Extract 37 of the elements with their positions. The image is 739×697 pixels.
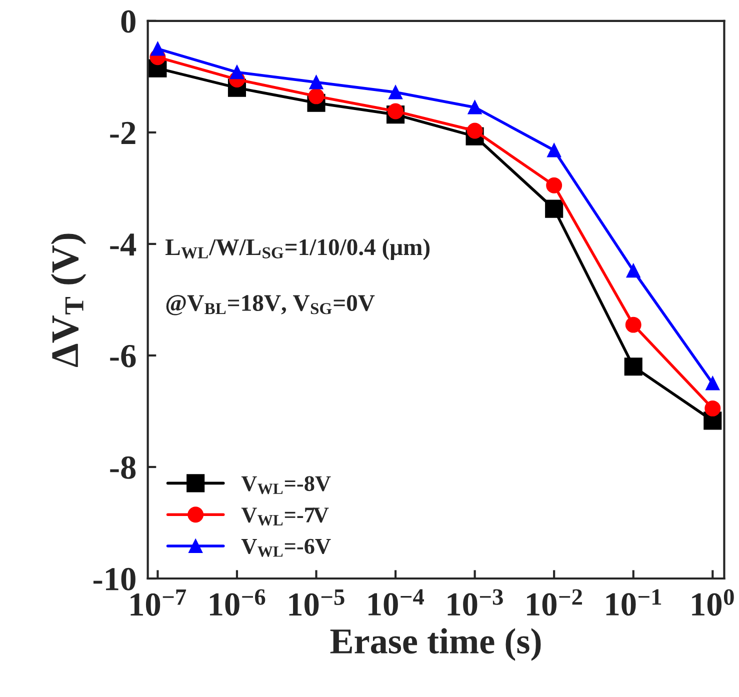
legend-label: V$_{WL}$=-8V xyxy=(241,476,331,494)
point xyxy=(150,42,165,56)
point xyxy=(706,376,720,390)
point xyxy=(626,264,640,278)
y-tick-label: -8 xyxy=(110,456,136,479)
point xyxy=(468,100,482,114)
y-tick-label: -4 xyxy=(110,234,136,256)
legend-label: V$_{WL}$=-6V xyxy=(241,538,331,557)
point xyxy=(309,75,324,90)
x-tick-label: 10$^{−3}$ xyxy=(448,589,503,616)
y-tick-label: 0 xyxy=(121,10,136,33)
x-tick-label: 10$^{−1}$ xyxy=(606,589,662,616)
point xyxy=(230,65,244,80)
point xyxy=(704,400,721,416)
y-axis-title: ΔV$_{T}$ (V) xyxy=(50,234,86,368)
point xyxy=(388,85,402,100)
annotation: @V$_{BL}$=18V, V$_{SG}$=0V xyxy=(166,295,375,316)
y-tick-label: -10 xyxy=(93,568,136,590)
point xyxy=(547,143,562,158)
x-axis-title: Erase time (s) xyxy=(330,628,541,661)
x-tick-label: 10$^{−7}$ xyxy=(130,590,186,616)
y-tick-label: -2 xyxy=(110,122,136,144)
y-tick-label: -6 xyxy=(110,344,136,368)
x-tick-label: 10$^{−5}$ xyxy=(289,590,344,616)
point xyxy=(545,200,564,218)
x-tick-label: 10$^{−6}$ xyxy=(210,589,266,616)
x-tick-label: 10$^{−4}$ xyxy=(368,589,424,616)
point xyxy=(308,88,324,104)
point xyxy=(466,122,483,139)
point xyxy=(624,358,642,376)
legend-label: V$_{WL}$=-7V xyxy=(241,508,329,526)
annotation: L$_{WL}$/W/L$_{SG}$=1/10/0.4 (μm) xyxy=(165,238,430,260)
x-tick-label: 10$^{0}$ xyxy=(692,589,734,616)
point xyxy=(388,103,404,120)
point xyxy=(625,316,642,333)
point xyxy=(546,177,562,194)
x-tick-label: 10$^{−2}$ xyxy=(527,589,582,616)
